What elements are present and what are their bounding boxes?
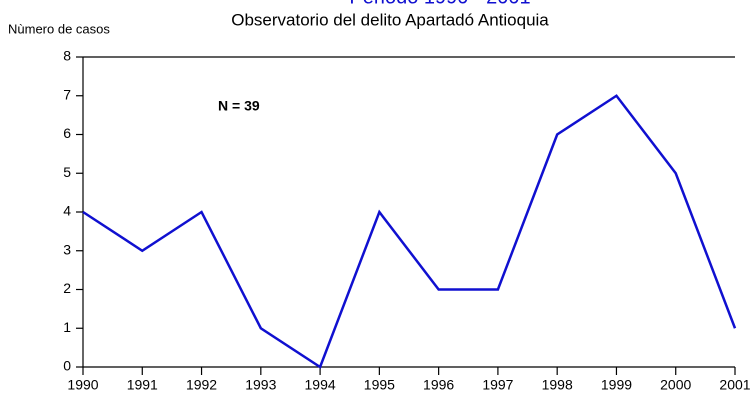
x-tick-label: 1993 [245, 377, 276, 393]
x-tick-label: 1990 [67, 377, 98, 393]
x-tick-label: 2001 [719, 377, 750, 393]
x-tick-label: 2000 [660, 377, 691, 393]
y-tick-label: 1 [63, 319, 71, 335]
y-axis-label: Nùmero de casos [8, 21, 110, 36]
x-tick-label: 1991 [127, 377, 158, 393]
x-tick-label: 1994 [305, 377, 336, 393]
x-tick-label: 1998 [542, 377, 573, 393]
data-line [82, 94, 737, 369]
y-tick-label: 4 [63, 203, 71, 219]
x-tick-label: 1992 [186, 377, 217, 393]
x-tick-label: 1995 [364, 377, 395, 393]
y-tick-label: 2 [63, 280, 71, 296]
x-tick-label: 1999 [601, 377, 632, 393]
y-tick-label: 5 [63, 164, 71, 180]
x-tick-label: 1996 [423, 377, 454, 393]
chart-title: Periodo 1990 - 2001 [349, 0, 530, 8]
y-tick-label: 7 [63, 86, 71, 102]
y-tick-label: 8 [63, 48, 71, 64]
annotation: N = 39 [218, 98, 260, 114]
chart-subtitle: Observatorio del delito Apartadó Antioqu… [231, 10, 549, 29]
y-tick-label: 6 [63, 125, 71, 141]
x-tick-label: 1997 [482, 377, 513, 393]
y-tick-label: 3 [63, 241, 71, 257]
y-tick-label: 0 [63, 358, 71, 374]
